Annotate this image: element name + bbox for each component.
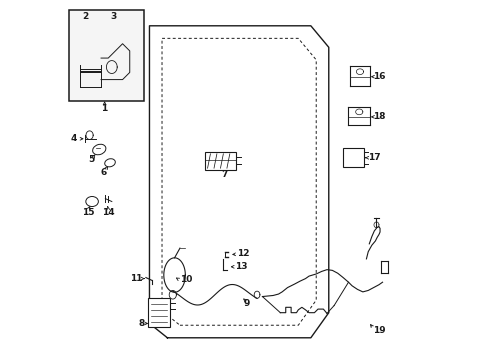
Ellipse shape bbox=[92, 144, 106, 155]
Bar bbox=[343, 148, 363, 167]
Text: 1: 1 bbox=[102, 104, 107, 113]
Text: 3: 3 bbox=[110, 12, 117, 21]
Text: 16: 16 bbox=[372, 72, 385, 81]
Text: 7: 7 bbox=[221, 170, 227, 179]
Text: 9: 9 bbox=[243, 299, 249, 308]
Text: 13: 13 bbox=[234, 262, 246, 271]
Text: 10: 10 bbox=[180, 275, 192, 284]
Ellipse shape bbox=[85, 197, 98, 207]
Text: 8: 8 bbox=[138, 319, 144, 328]
Bar bbox=[69, 10, 144, 101]
Text: 19: 19 bbox=[373, 326, 385, 335]
Text: 6: 6 bbox=[101, 168, 107, 177]
Text: 17: 17 bbox=[367, 153, 380, 162]
Text: 15: 15 bbox=[81, 208, 94, 217]
Text: 14: 14 bbox=[102, 208, 114, 217]
Bar bbox=[204, 152, 235, 170]
Text: 11: 11 bbox=[130, 274, 142, 283]
Text: 18: 18 bbox=[372, 112, 385, 121]
Text: 4: 4 bbox=[71, 134, 77, 143]
Text: 2: 2 bbox=[81, 12, 88, 21]
Ellipse shape bbox=[104, 159, 115, 167]
Text: 5: 5 bbox=[88, 155, 94, 164]
Bar bbox=[148, 298, 169, 327]
Text: 12: 12 bbox=[237, 249, 249, 258]
